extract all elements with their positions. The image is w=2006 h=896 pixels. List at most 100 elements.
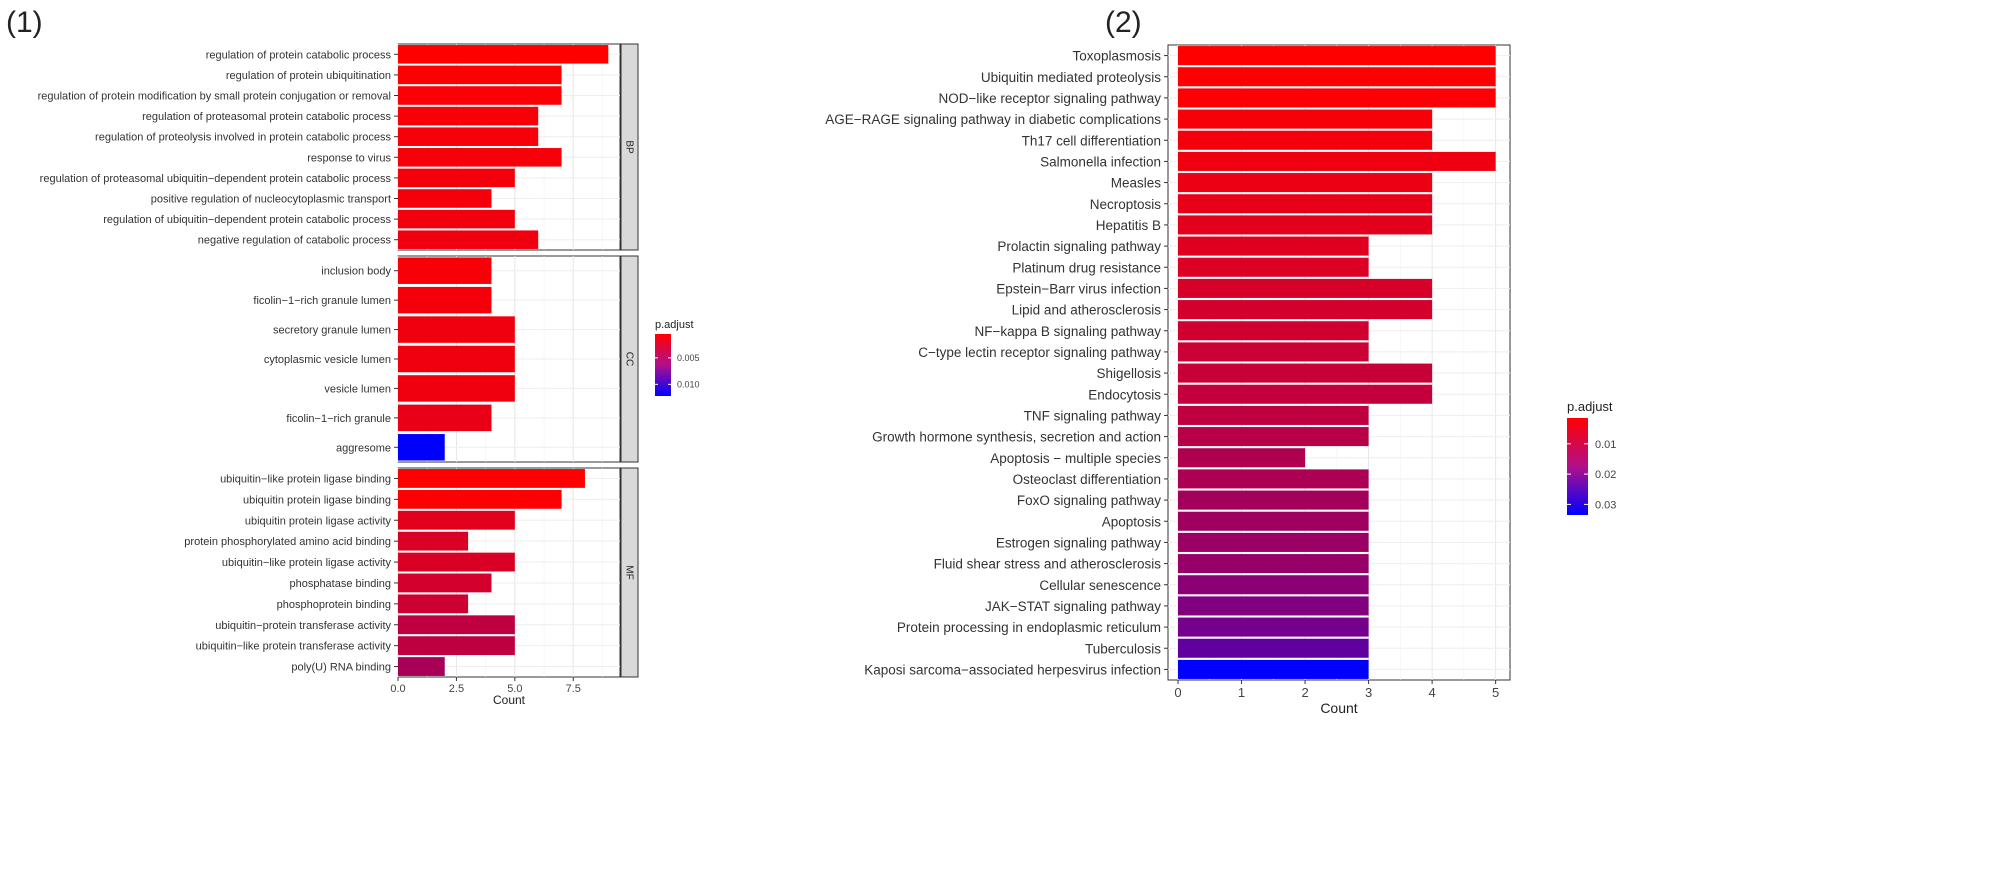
bar-response-to-virus xyxy=(398,148,562,167)
category-label: Necroptosis xyxy=(1090,197,1162,212)
category-label: ficolin−1−rich granule xyxy=(286,413,391,425)
x-tick-label: 4 xyxy=(1429,685,1436,700)
category-label: Platinum drug resistance xyxy=(1012,260,1161,275)
category-label: secretory granule lumen xyxy=(273,325,391,337)
category-label: Prolactin signaling pathway xyxy=(997,239,1161,254)
category-label: NOD−like receptor signaling pathway xyxy=(939,91,1162,106)
bar-phosphoprotein-binding xyxy=(398,594,469,614)
category-label: regulation of protein catabolic process xyxy=(206,49,392,61)
category-label: inclusion body xyxy=(321,266,391,278)
category-label: regulation of protein modification by sm… xyxy=(38,91,391,103)
category-label: Shigellosis xyxy=(1096,366,1161,381)
x-tick-label: 3 xyxy=(1365,685,1372,700)
x-tick-label: 2 xyxy=(1301,685,1308,700)
plot-panel-bg xyxy=(1167,44,1511,681)
panel-2-kegg-enrichment: (2) Toxoplasmosis Ubiquitin mediated prot… xyxy=(825,6,1616,716)
category-label: poly(U) RNA binding xyxy=(291,662,391,674)
bar-measles xyxy=(1178,173,1433,193)
category-label: Hepatitis B xyxy=(1096,218,1161,233)
category-label: ubiquitin−like protein ligase activity xyxy=(222,557,392,569)
bar-tuberculosis xyxy=(1178,638,1369,658)
category-label: Cellular senescence xyxy=(1039,578,1161,593)
legend-title: p.adjust xyxy=(655,319,694,331)
category-label: Toxoplasmosis xyxy=(1072,49,1161,64)
category-label: ubiquitin protein ligase binding xyxy=(243,494,391,506)
category-label: JAK−STAT signaling pathway xyxy=(985,599,1161,614)
category-label: regulation of proteasomal protein catabo… xyxy=(142,111,391,123)
category-label: AGE−RAGE signaling pathway in diabetic c… xyxy=(825,112,1161,127)
bar-inclusion-body xyxy=(398,257,492,284)
category-label: Protein processing in endoplasmic reticu… xyxy=(897,620,1161,635)
x-axis-2: 0 1 2 3 4 5 Count xyxy=(1174,680,1499,716)
category-label: Ubiquitin mediated proteolysis xyxy=(981,70,1161,85)
category-label: phosphoprotein binding xyxy=(277,599,391,611)
bar-foxo-signaling-pathway xyxy=(1178,490,1369,510)
category-label: Tuberculosis xyxy=(1085,641,1161,656)
category-label: negative regulation of catabolic process xyxy=(198,235,392,247)
bar-kaposi-sarcoma-associated-herpesvirus-infection xyxy=(1178,659,1369,679)
bar-age-rage-signaling-pathway-in-diabetic-complicat xyxy=(1178,109,1433,129)
category-label: regulation of proteolysis involved in pr… xyxy=(95,132,391,144)
category-label: Kaposi sarcoma−associated herpesvirus in… xyxy=(864,662,1161,677)
x-tick-label: 2.5 xyxy=(449,683,464,695)
bar-endocytosis xyxy=(1178,384,1433,404)
bar-fluid-shear-stress-and-atherosclerosis xyxy=(1178,554,1369,574)
bar-regulation-of-protein-catabolic-process xyxy=(398,45,609,64)
x-tick-label: 7.5 xyxy=(566,683,581,695)
category-label: C−type lectin receptor signaling pathway xyxy=(918,345,1161,360)
bar-estrogen-signaling-pathway xyxy=(1178,532,1369,552)
bar-apoptosis-multiple-species xyxy=(1178,448,1306,468)
bar-regulation-of-protein-modification-by-small-prot xyxy=(398,86,562,105)
bar-regulation-of-proteasomal-protein-catabolic-proc xyxy=(398,106,539,126)
x-tick-label: 0.0 xyxy=(390,683,405,695)
bar-regulation-of-proteolysis-involved-in-protein-ca xyxy=(398,127,539,146)
bar-necroptosis xyxy=(1178,194,1433,214)
category-label: TNF signaling pathway xyxy=(1024,408,1162,423)
category-label: Apoptosis − multiple species xyxy=(990,451,1161,466)
bar-platinum-drug-resistance xyxy=(1178,257,1369,277)
x-axis-1: 0.0 2.5 5.0 7.5 Count xyxy=(390,677,581,707)
bar-protein-phosphorylated-amino-acid-binding xyxy=(398,531,469,551)
bar-regulation-of-proteasomal-ubiquitin-dependent-pr xyxy=(398,168,515,188)
category-label: ubiquitin−like protein transferase activ… xyxy=(196,641,392,653)
bar-cellular-senescence xyxy=(1178,575,1369,595)
bar-shigellosis xyxy=(1178,363,1433,383)
x-axis-title: Count xyxy=(1320,700,1357,716)
bar-secretory-granule-lumen xyxy=(398,316,515,343)
bar-growth-hormone-synthesis-secretion-and-action xyxy=(1178,427,1369,447)
category-label: response to virus xyxy=(307,152,391,164)
bar-regulation-of-ubiquitin-dependent-protein-catabo xyxy=(398,209,515,229)
bar-tnf-signaling-pathway xyxy=(1178,405,1369,425)
bar-ubiquitin-like-protein-ligase-binding xyxy=(398,469,585,488)
category-label: Fluid shear stress and atherosclerosis xyxy=(934,557,1162,572)
legend-2: p.adjust 0.01 0.02 0.03 xyxy=(1567,399,1616,515)
legend-colorbar xyxy=(1567,418,1588,515)
bar-ficolin-1-rich-granule-lumen xyxy=(398,286,492,314)
facet-strip xyxy=(620,467,639,678)
category-label: Measles xyxy=(1111,176,1162,191)
bar-lipid-and-atherosclerosis xyxy=(1178,300,1433,320)
legend-1: p.adjust 0.005 0.010 xyxy=(655,319,700,396)
panel-label-2: (2) xyxy=(1105,6,1142,39)
bar-jak-stat-signaling-pathway xyxy=(1178,596,1369,616)
bar-ficolin-1-rich-granule xyxy=(398,404,492,432)
bar-poly-u-rna-binding xyxy=(398,657,445,676)
bar-salmonella-infection xyxy=(1178,151,1496,171)
bar-toxoplasmosis xyxy=(1178,46,1496,66)
bar-aggresome xyxy=(398,434,445,461)
bar-ubiquitin-protein-ligase-activity xyxy=(398,510,515,530)
category-label: Osteoclast differentiation xyxy=(1013,472,1161,487)
legend-tick-label: 0.010 xyxy=(677,379,700,389)
bar-vesicle-lumen xyxy=(398,375,515,402)
bar-ubiquitin-protein-transferase-activity xyxy=(398,615,515,635)
facet-bp: BP regulation of protein catabolic proces… xyxy=(38,43,639,251)
facet-strip-label: CC xyxy=(624,352,635,366)
bar-protein-processing-in-endoplasmic-reticulum xyxy=(1178,617,1369,637)
panel-1-go-enrichment: (1) BP regulation of protein catabolic pr… xyxy=(6,6,700,707)
category-label: regulation of ubiquitin−dependent protei… xyxy=(103,214,391,226)
x-tick-label: 0 xyxy=(1174,685,1181,700)
bar-epstein-barr-virus-infection xyxy=(1178,278,1433,298)
category-label: FoxO signaling pathway xyxy=(1017,493,1161,508)
legend-tick-label: 0.01 xyxy=(1595,439,1616,451)
category-label: Endocytosis xyxy=(1088,387,1161,402)
